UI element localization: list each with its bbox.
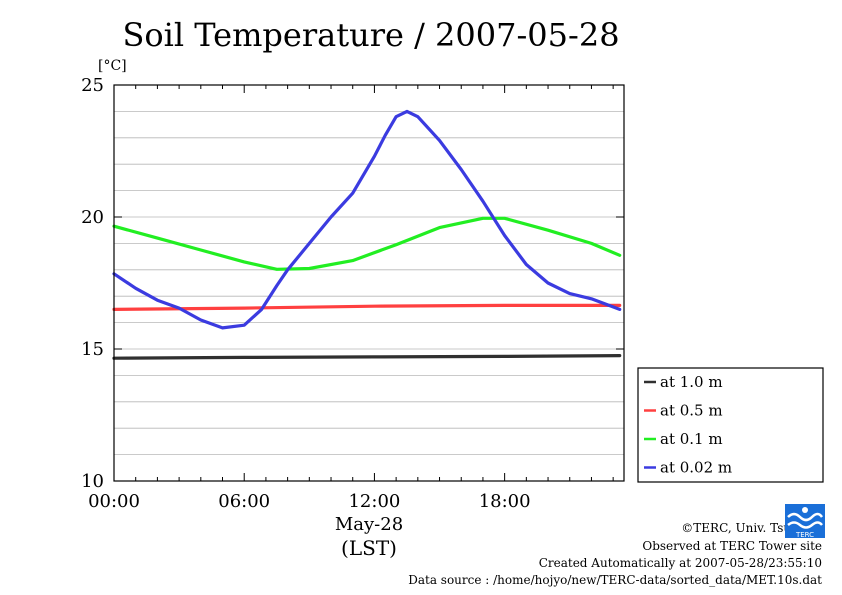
tick-labels: 00:00 06:00 12:00 18:00 10 15 20 25 xyxy=(81,75,530,512)
terc-logo: TERC xyxy=(785,504,825,539)
series-line-0 xyxy=(112,354,622,360)
legend-box xyxy=(637,367,824,483)
x-tick-label: 12:00 xyxy=(348,491,400,512)
series-lines xyxy=(112,109,622,360)
legend-label: at 0.1 m xyxy=(660,430,723,448)
y-tick-label: 20 xyxy=(81,207,104,228)
plot-frame xyxy=(113,84,625,482)
legend-label: at 0.02 m xyxy=(660,459,732,477)
legend: at 1.0 m at 0.5 m at 0.1 m at 0.02 m xyxy=(637,367,824,483)
series-line-3 xyxy=(112,109,622,330)
legend-label: at 0.5 m xyxy=(660,402,723,420)
logo-text: TERC xyxy=(795,531,814,539)
y-tick-label: 10 xyxy=(81,471,104,492)
footer-source: Data source : /home/hojyo/new/TERC-data/… xyxy=(408,573,822,587)
x-tick-label: 06:00 xyxy=(218,491,270,512)
footer-created: Created Automatically at 2007-05-28/23:5… xyxy=(538,556,822,570)
series-line-2 xyxy=(112,216,622,271)
grid xyxy=(114,111,624,456)
ticks xyxy=(113,84,624,482)
y-axis-label: [°C] xyxy=(98,58,127,74)
x-axis-unit-label: (LST) xyxy=(341,536,397,560)
footer-observed: Observed at TERC Tower site xyxy=(642,539,822,553)
y-tick-label: 25 xyxy=(81,75,104,96)
x-tick-label: 00:00 xyxy=(88,491,140,512)
series-line-1 xyxy=(112,303,622,311)
y-tick-label: 15 xyxy=(81,339,104,360)
x-tick-label: 18:00 xyxy=(479,491,531,512)
legend-label: at 1.0 m xyxy=(660,373,723,391)
chart-title: Soil Temperature / 2007-05-28 xyxy=(122,16,619,54)
x-axis-label: May-28 xyxy=(335,514,403,535)
